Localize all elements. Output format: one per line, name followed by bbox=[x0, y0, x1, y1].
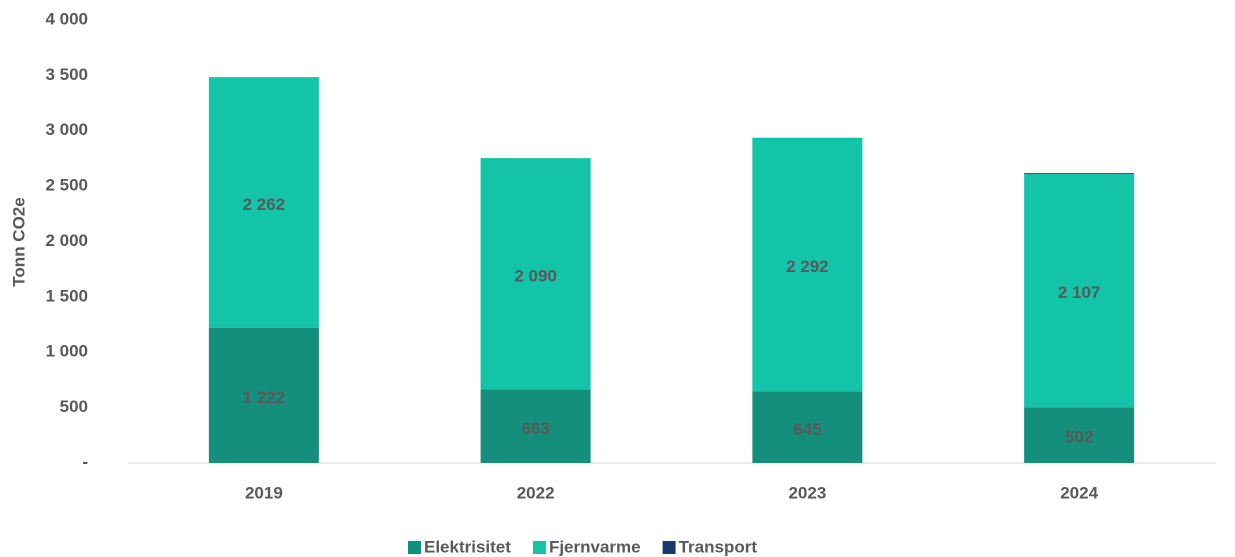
bar-segment bbox=[1024, 407, 1135, 463]
data-label: 663 bbox=[521, 419, 549, 438]
y-tick-label: 2 000 bbox=[45, 231, 88, 250]
data-label: 502 bbox=[1065, 428, 1093, 447]
legend-swatch bbox=[408, 541, 421, 554]
y-tick-label: 3 500 bbox=[45, 65, 88, 84]
bar-segment bbox=[208, 77, 319, 328]
bar-segment bbox=[1024, 174, 1135, 408]
data-label: 2 090 bbox=[514, 266, 557, 285]
legend-swatch bbox=[662, 541, 676, 554]
y-tick-label: 2 500 bbox=[45, 176, 88, 195]
y-tick-label: 4 000 bbox=[45, 9, 88, 28]
legend-swatch bbox=[532, 541, 546, 554]
bar-segment bbox=[480, 158, 591, 390]
x-tick-label: 2023 bbox=[788, 483, 826, 502]
data-label: 2 262 bbox=[243, 195, 286, 214]
legend-label: Elektrisitet bbox=[424, 537, 511, 556]
bar-segment bbox=[480, 389, 591, 463]
x-tick-label: 2024 bbox=[1060, 483, 1098, 502]
data-label: 645 bbox=[793, 420, 821, 439]
legend-label: Transport bbox=[679, 537, 758, 556]
x-tick-label: 2022 bbox=[517, 483, 555, 502]
y-tick-label: 500 bbox=[60, 397, 88, 416]
bar-segment bbox=[752, 137, 863, 392]
y-tick-label: 1 000 bbox=[45, 342, 88, 361]
data-label: 1 222 bbox=[243, 388, 286, 407]
bar-segment bbox=[208, 327, 319, 463]
legend-label: Fjernvarme bbox=[549, 537, 641, 556]
bar-segment bbox=[1024, 173, 1135, 175]
x-tick-label: 2019 bbox=[245, 483, 283, 502]
y-axis-title: Tonn CO2e bbox=[9, 197, 28, 286]
y-tick-label: 1 500 bbox=[45, 286, 88, 305]
bar-segment bbox=[752, 391, 863, 463]
data-label: 2 292 bbox=[786, 257, 829, 276]
y-tick-label: 3 000 bbox=[45, 120, 88, 139]
data-label: 2 107 bbox=[1058, 283, 1101, 302]
y-tick-label: - bbox=[82, 452, 88, 471]
